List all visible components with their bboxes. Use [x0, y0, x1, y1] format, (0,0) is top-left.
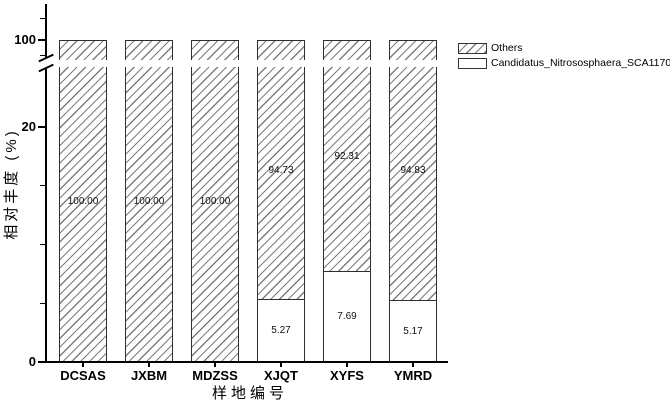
bar-YMRD-others-value: 94.83 [400, 165, 426, 176]
legend-item-candidatus: Candidatus_Nitrososphaera_SCA1170 [458, 57, 670, 69]
bar-YMRD-candidatus-value: 5.17 [403, 325, 423, 337]
x-axis-line [45, 361, 448, 363]
x-tick-JXBM [148, 362, 150, 367]
bar-JXBM-others-value: 100.00 [133, 195, 165, 207]
legend-swatch-hatched-icon [458, 42, 487, 54]
bar-XYFS-candidatus-value: 7.69 [337, 311, 357, 322]
x-tick-MDZSS [214, 362, 216, 367]
bar-YMRD: 5.17 94.83 [389, 40, 437, 362]
bar-MDZSS-others-segment: 100.00 [192, 41, 238, 361]
bar-XJQT-others-segment: 94.73 [258, 41, 304, 299]
bar-XJQT-others-value: 94.73 [268, 164, 294, 176]
y-minor-tick-5 [40, 302, 45, 304]
x-tick-XYFS [346, 362, 348, 367]
legend: Others Candidatus_Nitrososphaera_SCA1170 [458, 42, 670, 72]
legend-swatch-white-icon [458, 57, 487, 69]
y-axis-title: 相对丰度 (%) [3, 128, 20, 240]
bar-YMRD-candidatus-segment: 5.17 [390, 300, 436, 361]
y-tick-label-100: 100 [14, 32, 36, 47]
y-major-tick-100 [38, 39, 45, 41]
y-minor-tick-10 [40, 243, 45, 246]
y-axis-break-gap [47, 60, 448, 67]
bar-XYFS-others-segment: 92.31 [324, 41, 370, 271]
y-minor-tick-upper-0 [40, 18, 45, 20]
y-axis-line-upper [45, 4, 47, 58]
x-tick-DCSAS [82, 362, 84, 367]
bar-XYFS: 7.69 92.31 [323, 40, 371, 362]
y-minor-tick-15 [40, 185, 45, 187]
bar-JXBM-others-segment: 100.00 [126, 41, 172, 361]
bar-DCSAS: 100.00 [59, 40, 107, 362]
bar-XJQT: 5.27 94.73 [257, 40, 305, 362]
bar-YMRD-others-segment: 94.83 [390, 41, 436, 300]
x-axis-title: 样地编号 [211, 385, 288, 402]
x-tick-label-JXBM: JXBM [130, 368, 168, 383]
legend-item-others: Others [458, 42, 670, 54]
y-major-tick-0 [38, 361, 45, 363]
legend-label-candidatus: Candidatus_Nitrososphaera_SCA1170 [491, 57, 670, 69]
y-tick-label-0: 0 [28, 354, 36, 369]
y-minor-tick-upper-1 [40, 55, 45, 57]
x-tick-label-XYFS: XYFS [330, 368, 364, 383]
bar-XYFS-candidatus-segment: 7.69 [324, 271, 370, 361]
y-major-tick-20 [38, 126, 45, 128]
bar-JXBM: 100.00 [125, 40, 173, 362]
x-tick-label-MDZSS: MDZSS [192, 368, 238, 383]
bar-MDZSS-others-value: 100.00 [199, 195, 231, 207]
y-axis-line-lower [45, 69, 47, 362]
x-tick-label-DCSAS: DCSAS [60, 368, 106, 383]
legend-label-others: Others [491, 42, 523, 54]
bar-DCSAS-others-value: 100.00 [67, 195, 99, 207]
bar-XYFS-others-value: 92.31 [334, 150, 360, 162]
x-tick-label-YMRD: YMRD [393, 368, 433, 383]
bar-MDZSS: 100.00 [191, 40, 239, 362]
bar-XJQT-candidatus-segment: 5.27 [258, 299, 304, 361]
x-tick-label-XJQT: XJQT [264, 368, 298, 383]
bar-XJQT-candidatus-value: 5.27 [271, 325, 291, 336]
y-tick-label-20: 20 [21, 119, 36, 134]
x-tick-YMRD [412, 362, 414, 367]
x-tick-XJQT [280, 362, 282, 367]
bar-DCSAS-others-segment: 100.00 [60, 41, 106, 361]
